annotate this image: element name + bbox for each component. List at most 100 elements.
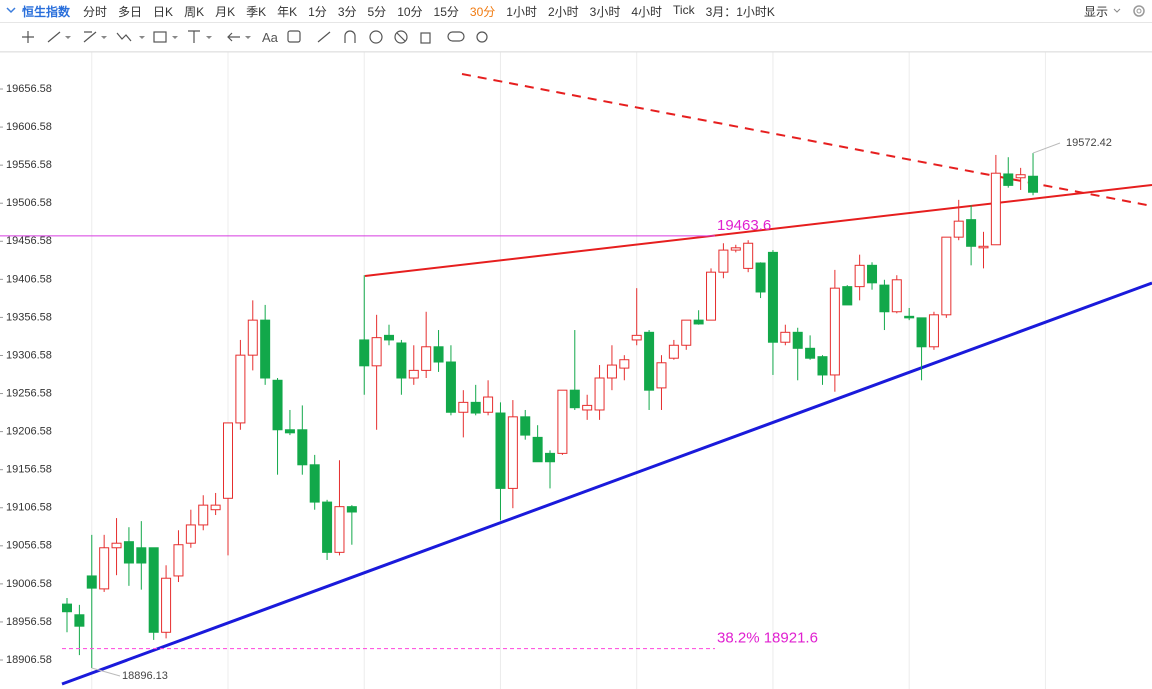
dashed-trendline — [461, 73, 1152, 207]
candle-body — [111, 542, 122, 549]
period-tab[interactable]: 年K — [277, 4, 298, 19]
period-tab[interactable]: 30分 — [469, 4, 496, 19]
y-tick-label: 19056.58 — [6, 540, 52, 552]
candle-body — [904, 315, 915, 319]
candle-body — [235, 354, 246, 424]
period-tab[interactable]: 多日 — [118, 4, 143, 19]
candle-body — [384, 334, 395, 341]
candle-body — [990, 172, 1001, 246]
period-tab[interactable]: 周K — [184, 4, 205, 19]
candle-body — [829, 287, 840, 376]
y-tick-label: 19106.58 — [6, 502, 52, 514]
candle-body — [483, 396, 494, 413]
candle-body — [284, 429, 295, 434]
candle-body — [86, 575, 97, 589]
candle-body — [260, 319, 271, 379]
y-tick-label: 19406.58 — [6, 273, 52, 285]
candle-body — [247, 319, 258, 356]
candle-body — [198, 504, 209, 526]
candle-body — [730, 247, 741, 251]
period-tab[interactable]: Tick — [673, 2, 695, 17]
candle-body — [792, 331, 803, 349]
candle-body — [185, 524, 196, 544]
y-tick-label: 18906.58 — [6, 654, 52, 666]
candle-body — [978, 245, 989, 249]
symbol[interactable]: 恒生指数 — [22, 4, 71, 19]
drawing-toolbar: Aa — [0, 22, 1152, 52]
period-tab[interactable]: 4小时 — [631, 4, 663, 19]
y-tick-label: 19606.58 — [6, 121, 52, 133]
candle-body — [928, 314, 939, 348]
text-tool[interactable]: Aa — [262, 30, 279, 45]
period-tab[interactable]: 日K — [153, 4, 174, 19]
candle-body — [693, 319, 704, 325]
candle-body — [879, 284, 890, 313]
candle-body — [272, 379, 283, 431]
level-label: 38.2% 18921.6 — [717, 630, 818, 647]
candle-body — [545, 452, 556, 463]
display-menu[interactable]: 显示 — [1083, 4, 1108, 19]
y-tick-label: 19656.58 — [6, 83, 52, 95]
candle-body — [743, 242, 754, 269]
candle-body — [62, 603, 72, 613]
candle-body — [582, 404, 593, 411]
high-label: 19572.42 — [1066, 137, 1112, 149]
y-tick-label: 19556.58 — [6, 159, 52, 171]
candle-body — [1028, 175, 1039, 193]
period-tab[interactable]: 3分 — [337, 4, 357, 19]
candle-body — [507, 416, 518, 489]
candle-body — [123, 541, 134, 564]
candle-body — [346, 506, 357, 513]
period-tab[interactable]: 月K — [215, 4, 236, 19]
low-label: 18896.13 — [122, 670, 168, 682]
candle-body — [161, 577, 172, 633]
candle-body — [854, 264, 865, 288]
level-label: 19463.6 — [717, 217, 771, 234]
candle-body — [842, 286, 853, 306]
period-tab[interactable]: 1分 — [308, 4, 327, 19]
candle-body — [408, 369, 419, 379]
period-tab[interactable]: 2小时 — [547, 4, 579, 19]
candle-body — [210, 504, 221, 511]
candle-body — [99, 547, 110, 590]
candle-body — [371, 337, 382, 367]
period-tab[interactable]: 分时 — [83, 4, 108, 19]
vertical-grid — [91, 52, 1046, 689]
candle-body — [817, 356, 828, 376]
candle-body — [656, 362, 667, 389]
candle-body — [767, 251, 778, 343]
candle-body — [681, 319, 692, 346]
candle-body — [569, 389, 580, 409]
candle-body — [421, 346, 432, 371]
high-pointer — [1032, 142, 1061, 154]
y-tick-label: 19256.58 — [6, 387, 52, 399]
period-tab[interactable]: 季K — [246, 4, 267, 19]
candle-body — [631, 334, 642, 341]
y-tick-label: 19006.58 — [6, 578, 52, 590]
period-tab[interactable]: 1小时 — [506, 4, 537, 19]
y-tick-label: 18956.58 — [6, 616, 52, 628]
candle-body — [557, 389, 568, 454]
candle-body — [495, 412, 506, 489]
candle-body — [470, 401, 481, 414]
period-tab[interactable]: 3小时 — [589, 4, 621, 19]
period-toolbar: 恒生指数 分时 多日 日K 周K 月K 季K 年K 1分 3分 5分 10分 15分 30分 1小时 2小时… — [0, 0, 1152, 22]
candle-body — [297, 429, 308, 466]
period-tab[interactable]: 5分 — [367, 4, 387, 19]
period-tab[interactable]: 15分 — [433, 4, 459, 19]
settings-icons[interactable] — [1112, 0, 1152, 22]
y-tick-label: 19506.58 — [6, 197, 52, 209]
candle-body — [322, 501, 333, 553]
candle-body — [1003, 173, 1014, 186]
range-select[interactable]: 3月：1小时K — [705, 4, 775, 19]
candle-body — [941, 236, 952, 316]
candle-body — [359, 339, 370, 367]
candle-body — [805, 347, 816, 359]
candle-body — [445, 361, 456, 413]
candle-body — [136, 547, 147, 564]
tool-icons[interactable]: Aa — [0, 23, 520, 51]
candle-body — [334, 506, 345, 553]
candle-body — [668, 344, 679, 359]
period-tab[interactable]: 10分 — [397, 4, 423, 19]
